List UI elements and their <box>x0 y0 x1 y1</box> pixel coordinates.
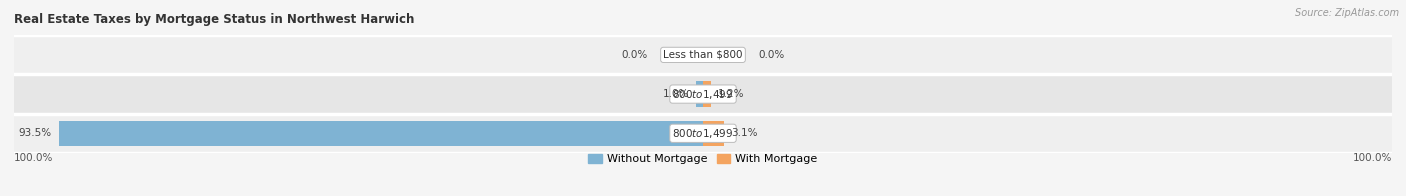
Text: 100.0%: 100.0% <box>1353 153 1392 163</box>
Text: Less than $800: Less than $800 <box>664 50 742 60</box>
Text: $800 to $1,499: $800 to $1,499 <box>672 127 734 140</box>
Text: 1.0%: 1.0% <box>662 89 689 99</box>
Text: 93.5%: 93.5% <box>18 128 52 138</box>
Text: Source: ZipAtlas.com: Source: ZipAtlas.com <box>1295 8 1399 18</box>
Bar <box>59 121 703 146</box>
Text: 100.0%: 100.0% <box>14 153 53 163</box>
Legend: Without Mortgage, With Mortgage: Without Mortgage, With Mortgage <box>583 149 823 169</box>
Bar <box>14 35 1392 74</box>
Text: Real Estate Taxes by Mortgage Status in Northwest Harwich: Real Estate Taxes by Mortgage Status in … <box>14 13 415 26</box>
Bar <box>14 114 1392 153</box>
Text: 0.0%: 0.0% <box>758 50 785 60</box>
Text: 1.2%: 1.2% <box>718 89 745 99</box>
Text: 0.0%: 0.0% <box>621 50 648 60</box>
Text: 3.1%: 3.1% <box>731 128 758 138</box>
Bar <box>703 121 724 146</box>
Bar <box>703 81 711 107</box>
Bar <box>696 81 703 107</box>
Bar <box>14 74 1392 114</box>
Text: $800 to $1,499: $800 to $1,499 <box>672 88 734 101</box>
